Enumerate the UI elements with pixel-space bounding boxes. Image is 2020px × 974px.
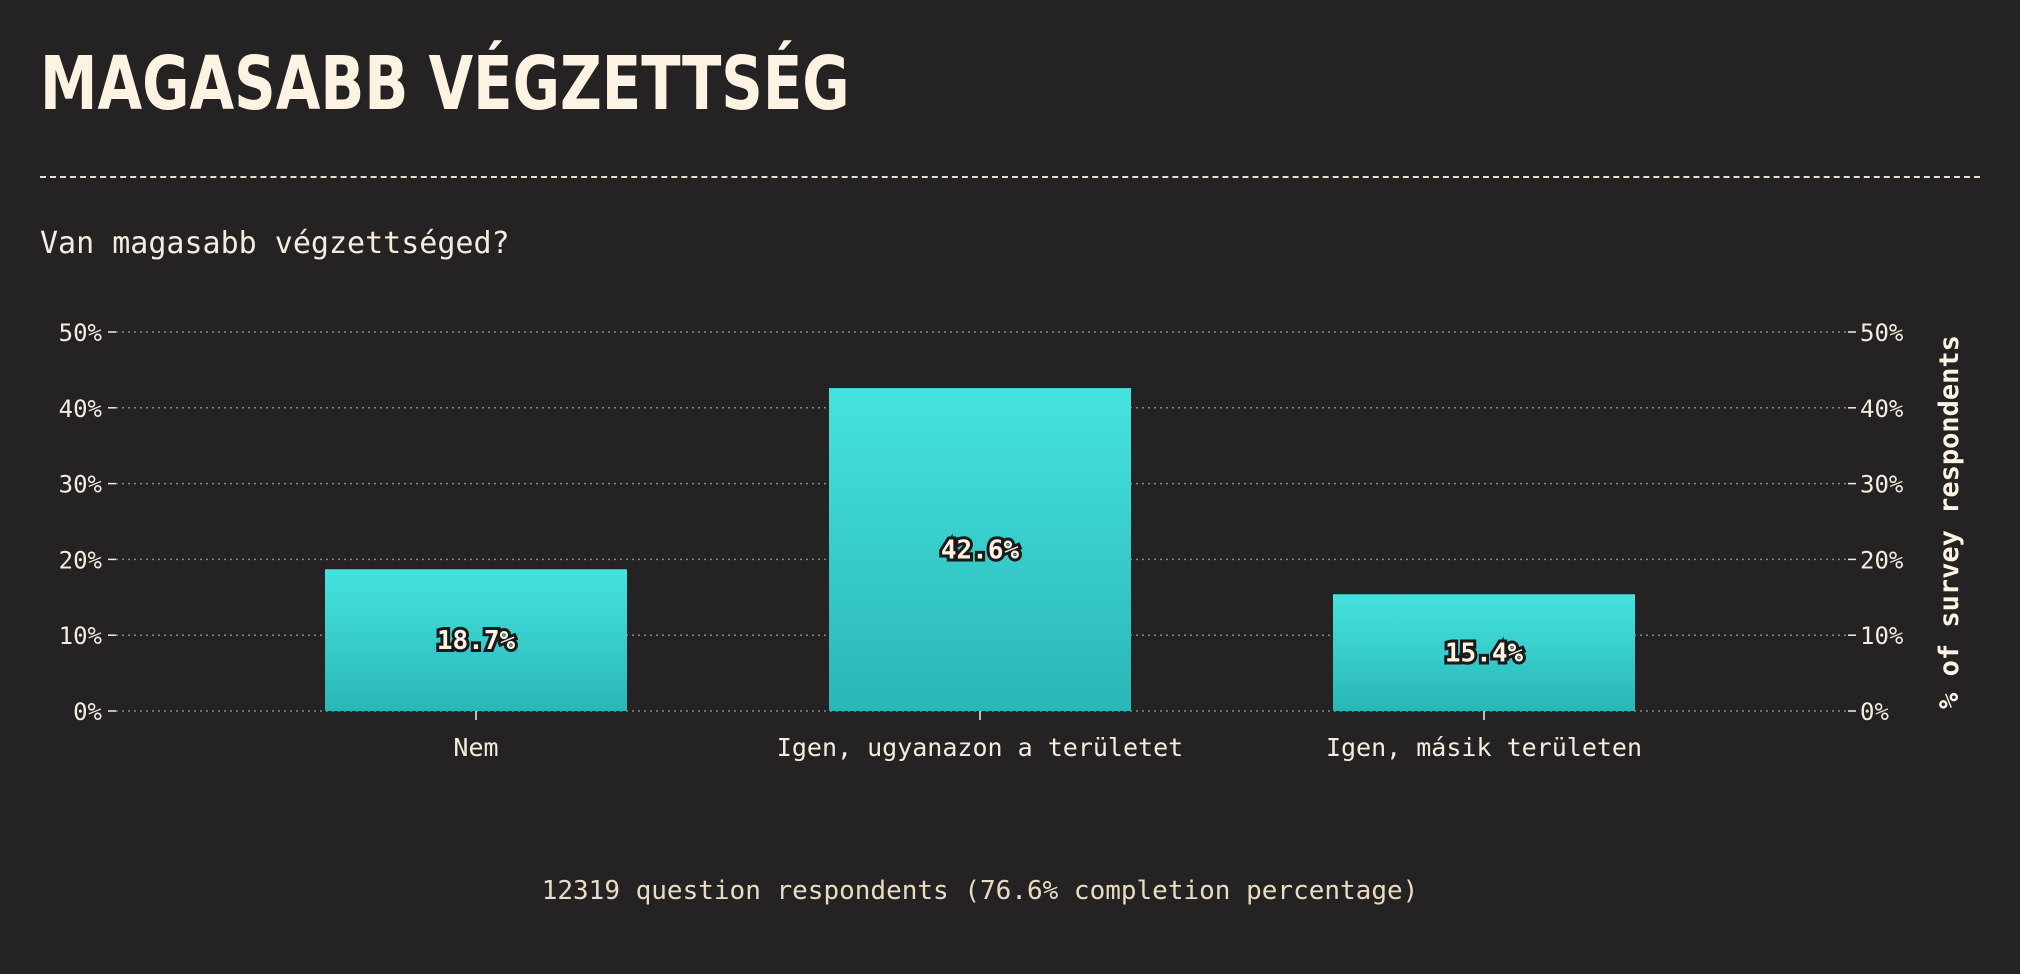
question-text: Van magasabb végzettséged? <box>40 226 510 261</box>
title-divider <box>40 176 1980 178</box>
bar <box>1333 594 1635 711</box>
right-tick-label: 10% <box>1860 622 1904 650</box>
bar-value-labels: 18.7% 42.6% 15.4% <box>434 533 1527 672</box>
right-tick-label: 30% <box>1860 471 1904 499</box>
category-labels: Nem Igen, ugyanazon a területet Igen, mási… <box>453 733 1642 762</box>
category-label: Igen, ugyanazon a területet <box>777 733 1183 762</box>
category-label: Nem <box>453 733 498 762</box>
y-axis-title: % of survey respondents <box>1934 335 1965 709</box>
left-tick-label: 0% <box>73 698 102 726</box>
category-label: Igen, másik területen <box>1326 733 1642 762</box>
respondents-footer: 12319 question respondents (76.6% comple… <box>541 876 1419 906</box>
right-tick-label: 20% <box>1860 546 1904 574</box>
bar-value-label: 18.7% <box>437 626 516 656</box>
left-tick-label: 50% <box>59 319 103 347</box>
right-tick-label: 50% <box>1860 319 1904 347</box>
bar <box>829 388 1131 711</box>
left-tick-label: 30% <box>59 471 103 499</box>
left-tick-label: 10% <box>59 622 103 650</box>
bar-value-label: 42.6% <box>941 536 1020 566</box>
bars <box>325 388 1635 711</box>
right-tick-label: 40% <box>1860 395 1904 423</box>
bar <box>325 569 627 711</box>
left-tick-label: 20% <box>59 546 103 574</box>
left-tick-label: 40% <box>59 395 103 423</box>
bar-value-label: 15.4% <box>1445 639 1524 669</box>
page-title: MAGASABB VÉGZETTSÉG <box>40 41 850 127</box>
right-tick-label: 0% <box>1860 698 1889 726</box>
axis-ticks: 0% 0% 10% 10% 20% 20% 30% 30% 40% 40% 50% 50% <box>59 319 1904 726</box>
